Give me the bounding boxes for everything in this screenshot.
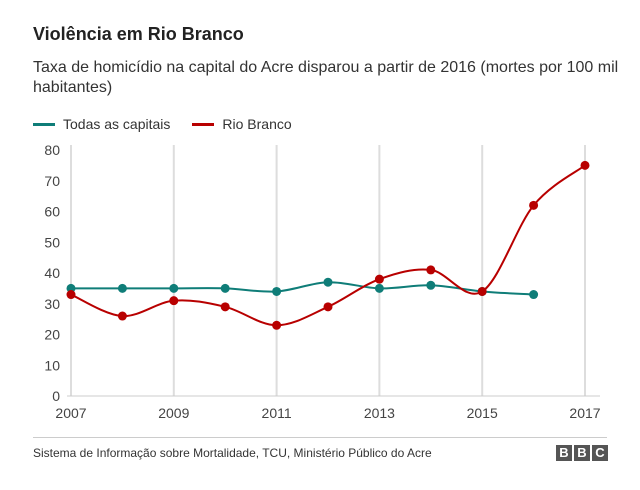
data-point xyxy=(580,160,590,170)
data-point xyxy=(169,296,179,306)
y-tick-label: 30 xyxy=(44,296,60,312)
data-point xyxy=(169,283,179,293)
data-point xyxy=(117,283,127,293)
data-point xyxy=(374,283,384,293)
legend-swatch xyxy=(33,122,55,126)
data-point xyxy=(272,320,282,330)
data-point xyxy=(426,280,436,290)
x-tick-label: 2007 xyxy=(55,405,86,421)
legend: Todas as capitais Rio Branco xyxy=(33,116,292,132)
y-tick-label: 40 xyxy=(44,265,60,281)
x-tick-label: 2009 xyxy=(158,405,189,421)
x-tick-label: 2011 xyxy=(262,405,292,421)
legend-label: Todas as capitais xyxy=(63,116,171,132)
legend-item-rio-branco: Rio Branco xyxy=(192,116,292,132)
y-tick-label: 10 xyxy=(44,357,60,373)
series-line-0 xyxy=(70,281,534,296)
data-point xyxy=(272,286,282,296)
x-tick-label: 2013 xyxy=(364,405,395,421)
x-tick-label: 2017 xyxy=(569,405,600,421)
y-tick-label: 0 xyxy=(52,388,60,404)
data-point xyxy=(529,200,539,210)
x-tick-label: 2015 xyxy=(467,405,498,421)
data-point xyxy=(374,274,384,284)
data-point xyxy=(323,302,333,312)
data-point xyxy=(323,277,333,287)
data-point xyxy=(220,302,230,312)
legend-item-todas: Todas as capitais xyxy=(33,116,170,132)
data-point xyxy=(529,290,539,300)
data-point xyxy=(220,283,230,293)
data-point xyxy=(66,290,76,300)
y-tick-label: 80 xyxy=(44,142,60,158)
y-tick-label: 50 xyxy=(44,234,60,250)
legend-label: Rio Branco xyxy=(222,116,292,132)
data-point xyxy=(117,311,127,321)
data-point xyxy=(477,286,487,296)
divider xyxy=(33,437,607,438)
chart-title: Violência em Rio Branco xyxy=(33,24,244,44)
chart-subtitle: Taxa de homicídio na capital do Acre dis… xyxy=(33,59,619,96)
series-line-1 xyxy=(70,164,586,327)
y-tick-label: 60 xyxy=(44,204,60,220)
data-point xyxy=(66,283,76,293)
y-tick-label: 70 xyxy=(44,173,60,189)
data-point xyxy=(426,265,436,275)
legend-swatch xyxy=(192,122,215,126)
y-tick-label: 20 xyxy=(44,327,60,343)
source-note: Sistema de Informação sobre Mortalidade,… xyxy=(33,446,432,460)
